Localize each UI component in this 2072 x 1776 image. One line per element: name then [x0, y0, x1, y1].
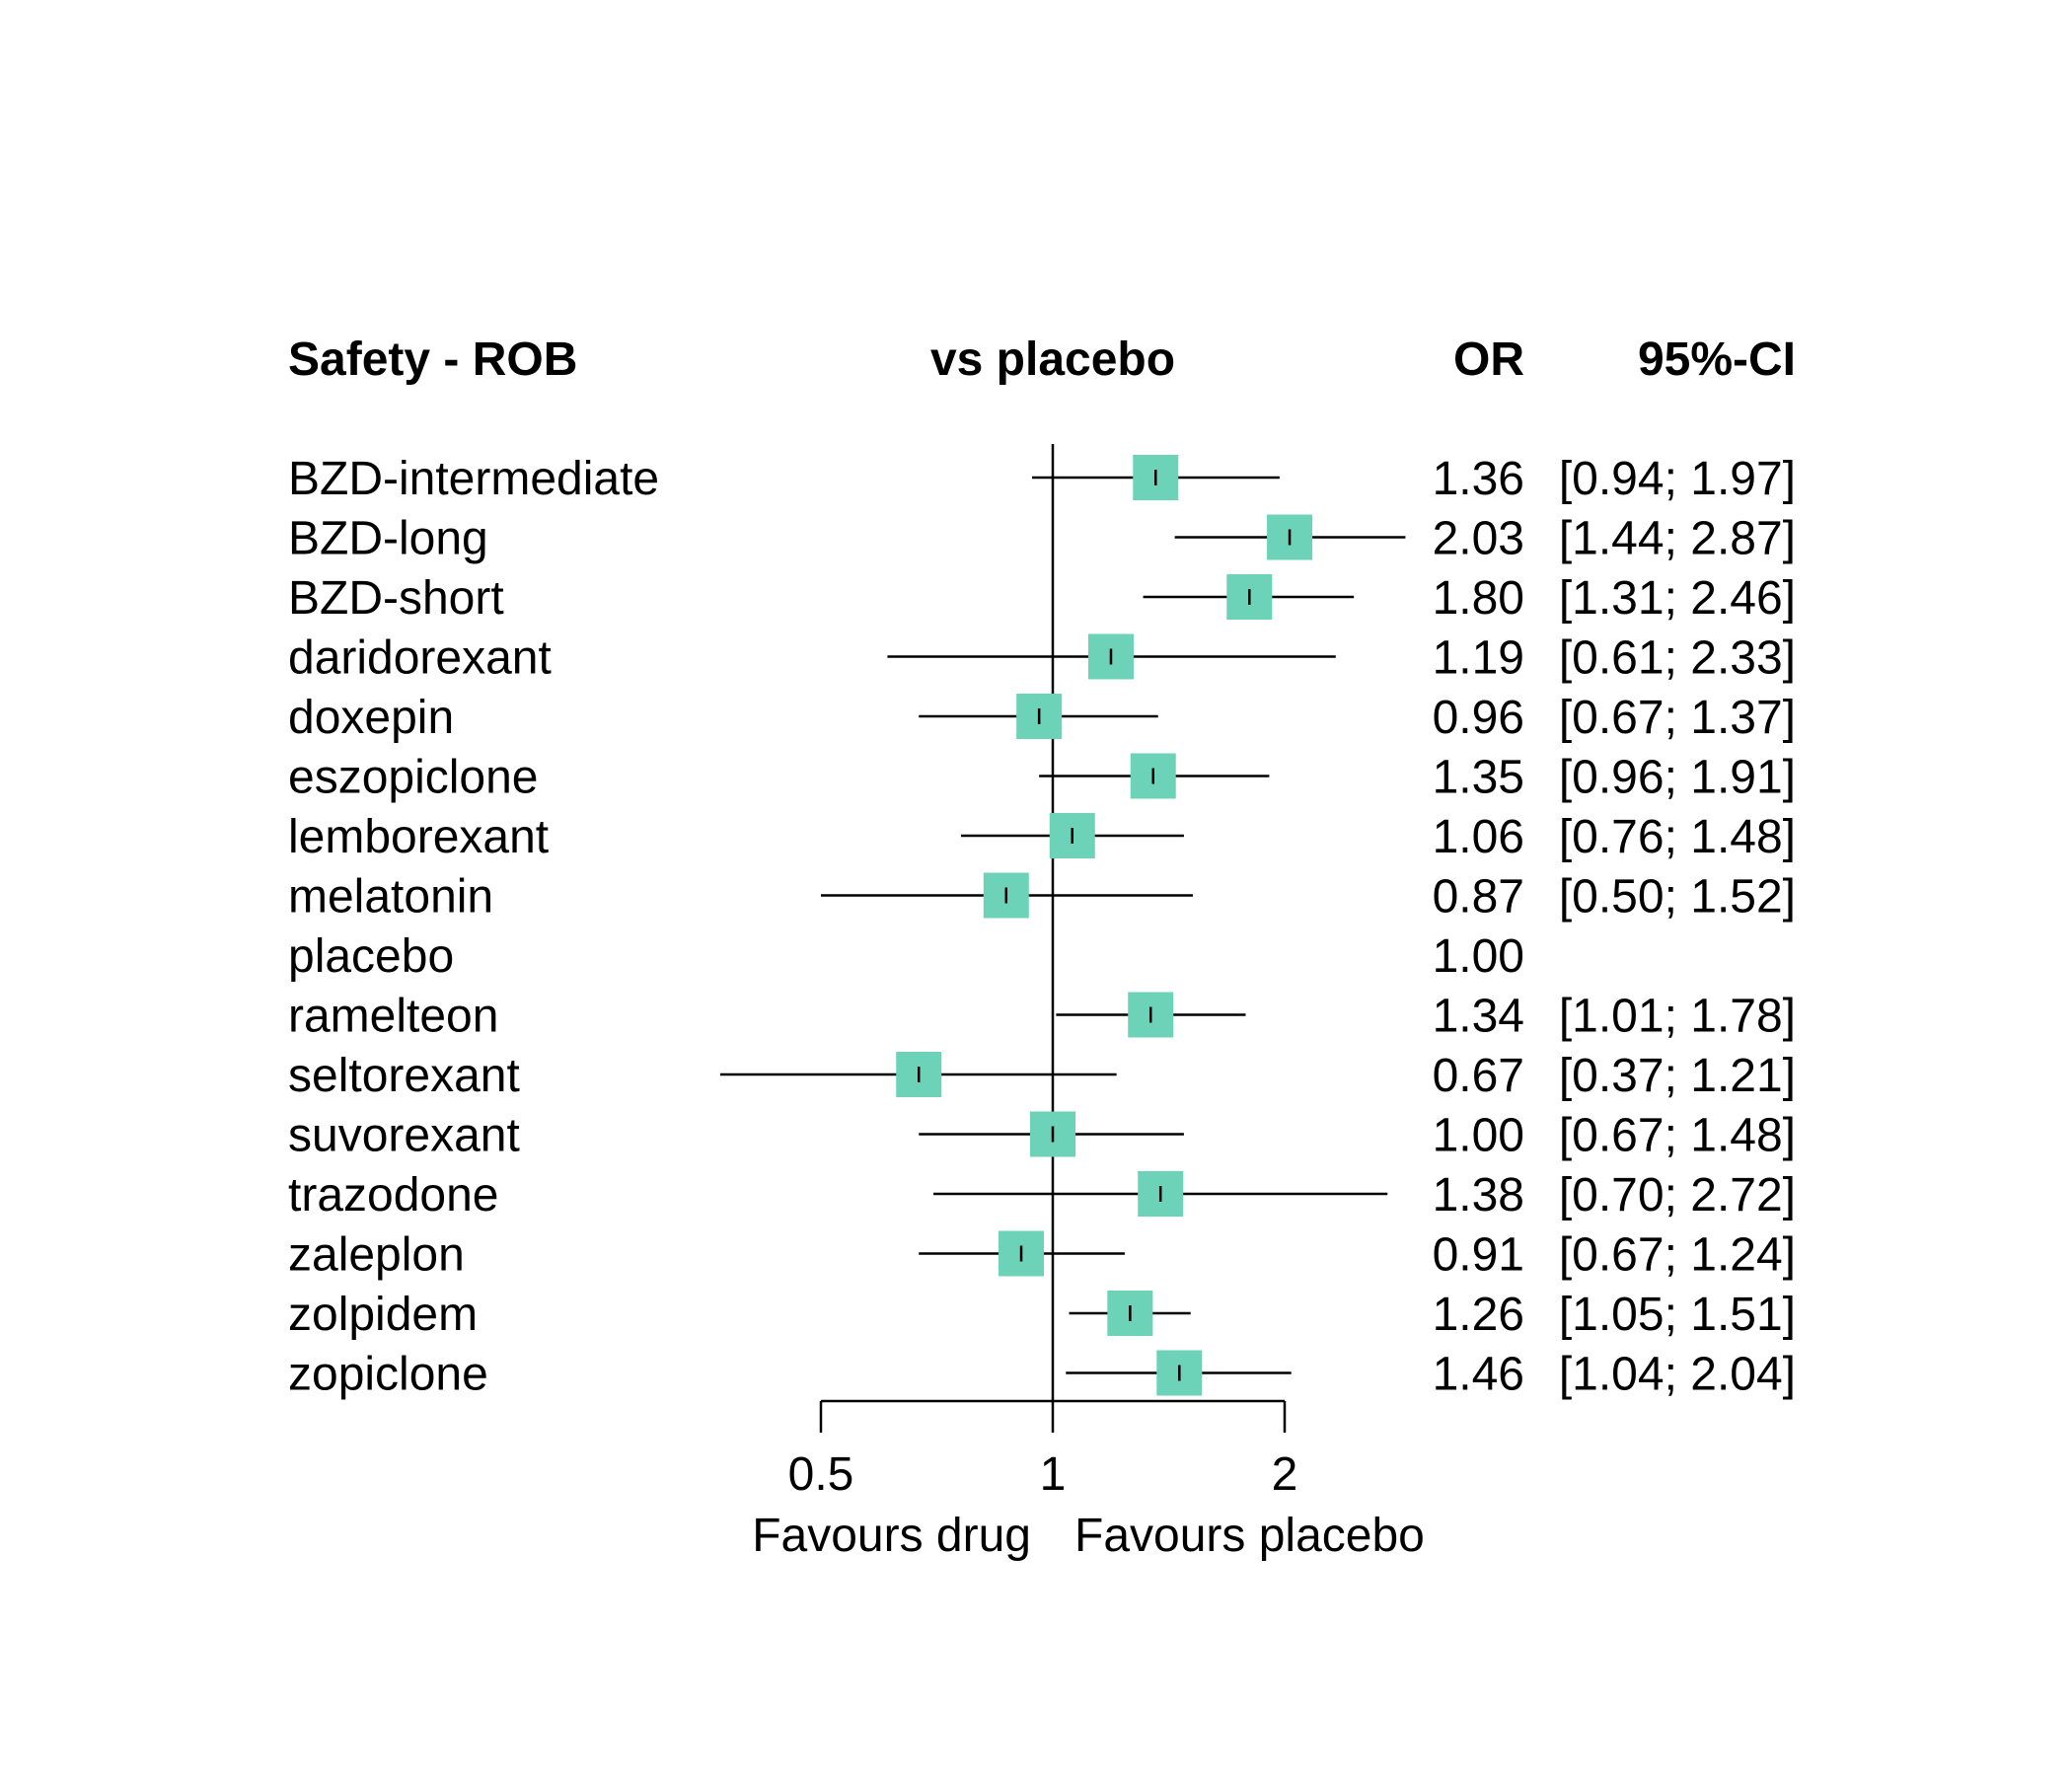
- forest-row: placebo 1.00: [288, 930, 1524, 983]
- x-axis-tick-label: 2: [1272, 1448, 1298, 1501]
- ci-value: [0.50; 1.52]: [1559, 871, 1796, 924]
- row-label: eszopiclone: [288, 752, 539, 804]
- row-label: lemborexant: [288, 811, 549, 863]
- row-label: zaleplon: [288, 1229, 465, 1282]
- ci-value: [0.61; 2.33]: [1559, 632, 1796, 685]
- ci-value: [0.67; 1.48]: [1559, 1110, 1796, 1162]
- forest-row: eszopiclone 1.35 [0.96; 1.91]: [288, 752, 1796, 804]
- ci-value: [1.01; 1.78]: [1559, 991, 1796, 1043]
- or-value: 1.26: [1433, 1289, 1524, 1341]
- row-label: suvorexant: [288, 1110, 520, 1162]
- row-label: BZD-short: [288, 572, 504, 625]
- x-axis-ticks: 0.5 1 2: [788, 1401, 1298, 1501]
- forest-row: suvorexant 1.00 [0.67; 1.48]: [288, 1110, 1796, 1162]
- or-value: 1.00: [1433, 930, 1524, 983]
- row-label: zolpidem: [288, 1289, 478, 1341]
- forest-row: zaleplon 0.91 [0.67; 1.24]: [288, 1229, 1796, 1282]
- x-axis: 0.5 1 2 Favours drug Favours placebo: [752, 1399, 1425, 1562]
- forest-row: doxepin 0.96 [0.67; 1.37]: [288, 692, 1796, 744]
- forest-row: trazodone 1.38 [0.70; 2.72]: [288, 1169, 1796, 1221]
- forest-row: BZD-short 1.80 [1.31; 2.46]: [288, 572, 1796, 625]
- ci-value: [0.67; 1.37]: [1559, 692, 1796, 744]
- row-label: seltorexant: [288, 1050, 520, 1102]
- header-row: Safety - ROB vs placebo OR 95%-CI: [288, 333, 1796, 386]
- x-axis-label-favours-drug: Favours drug: [752, 1510, 1031, 1562]
- ci-value: [1.04; 2.04]: [1559, 1349, 1796, 1401]
- or-value: 1.46: [1433, 1349, 1524, 1401]
- or-value: 0.91: [1433, 1229, 1524, 1282]
- ci-column-header: 95%-CI: [1638, 333, 1796, 386]
- forest-row: BZD-intermediate 1.36 [0.94; 1.97]: [288, 453, 1796, 505]
- ci-value: [0.70; 2.72]: [1559, 1169, 1796, 1221]
- comparison-column-header: vs placebo: [930, 333, 1175, 386]
- forest-row: zolpidem 1.26 [1.05; 1.51]: [288, 1289, 1796, 1341]
- row-label: BZD-long: [288, 513, 488, 565]
- forest-row: seltorexant 0.67 [0.37; 1.21]: [288, 1050, 1796, 1102]
- or-value: 1.80: [1433, 572, 1524, 625]
- or-value: 1.06: [1433, 811, 1524, 863]
- row-label: doxepin: [288, 692, 454, 744]
- forest-row: lemborexant 1.06 [0.76; 1.48]: [288, 811, 1796, 863]
- ci-value: [1.44; 2.87]: [1559, 513, 1796, 565]
- x-axis-tick-label: 0.5: [788, 1448, 854, 1501]
- or-value: 0.96: [1433, 692, 1524, 744]
- ci-value: [0.67; 1.24]: [1559, 1229, 1796, 1282]
- rows-group: BZD-intermediate 1.36 [0.94; 1.97] BZD-long…: [288, 453, 1796, 1401]
- or-value: 1.38: [1433, 1169, 1524, 1221]
- or-value: 0.67: [1433, 1050, 1524, 1102]
- ci-value: [1.31; 2.46]: [1559, 572, 1796, 625]
- or-value: 1.19: [1433, 632, 1524, 685]
- row-label: ramelteon: [288, 991, 498, 1043]
- or-value: 0.87: [1433, 871, 1524, 924]
- or-value: 1.35: [1433, 752, 1524, 804]
- row-label: melatonin: [288, 871, 493, 924]
- or-value: 1.00: [1433, 1110, 1524, 1162]
- ci-value: [1.05; 1.51]: [1559, 1289, 1796, 1341]
- forest-row: BZD-long 2.03 [1.44; 2.87]: [288, 513, 1796, 565]
- x-axis-tick-label: 1: [1040, 1448, 1067, 1501]
- forest-row: daridorexant 1.19 [0.61; 2.33]: [288, 632, 1796, 685]
- ci-value: [0.37; 1.21]: [1559, 1050, 1796, 1102]
- row-label: placebo: [288, 930, 454, 983]
- x-axis-label-favours-placebo: Favours placebo: [1074, 1510, 1425, 1562]
- row-label: daridorexant: [288, 632, 552, 685]
- forest-row: zopiclone 1.46 [1.04; 2.04]: [288, 1349, 1796, 1401]
- row-label: BZD-intermediate: [288, 453, 659, 505]
- ci-value: [0.96; 1.91]: [1559, 752, 1796, 804]
- forest-row: melatonin 0.87 [0.50; 1.52]: [288, 871, 1796, 924]
- row-label: trazodone: [288, 1169, 499, 1221]
- forest-row: ramelteon 1.34 [1.01; 1.78]: [288, 991, 1796, 1043]
- or-value: 1.36: [1433, 453, 1524, 505]
- or-value: 1.34: [1433, 991, 1524, 1043]
- ci-value: [0.76; 1.48]: [1559, 811, 1796, 863]
- label-column-header: Safety - ROB: [288, 333, 577, 386]
- ci-value: [0.94; 1.97]: [1559, 453, 1796, 505]
- estimate-column-header: OR: [1453, 333, 1524, 386]
- row-label: zopiclone: [288, 1349, 488, 1401]
- or-value: 2.03: [1433, 513, 1524, 565]
